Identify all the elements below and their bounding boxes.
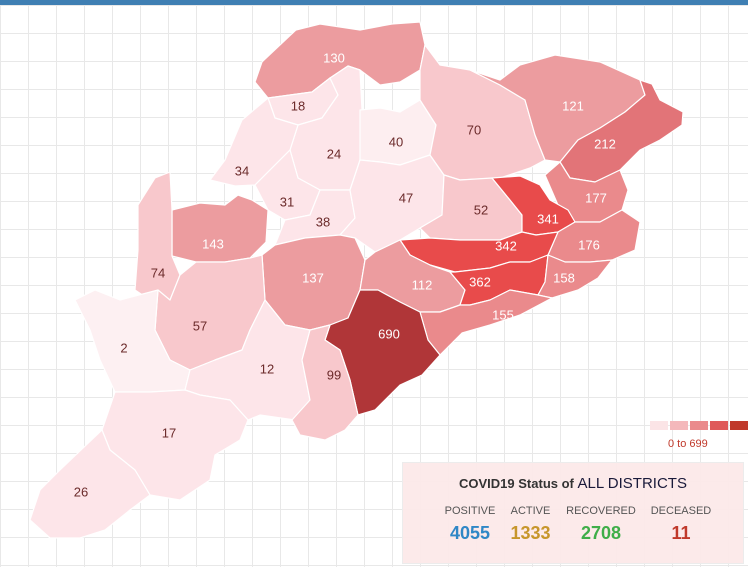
legend-range-label: 0 to 699 xyxy=(668,438,708,450)
district-label-40: 40 xyxy=(389,134,403,149)
district-label-121: 121 xyxy=(562,98,584,113)
district-label-74: 74 xyxy=(151,265,165,280)
district-label-2: 2 xyxy=(120,340,127,355)
district-label-143: 143 xyxy=(202,236,224,251)
district-label-70: 70 xyxy=(467,122,481,137)
district-label-26: 26 xyxy=(74,484,88,499)
legend-swatches xyxy=(650,421,748,430)
district-label-18: 18 xyxy=(291,98,305,113)
district-70[interactable] xyxy=(419,44,546,181)
legend-swatch-1 xyxy=(650,421,668,430)
district-155[interactable] xyxy=(419,289,553,356)
district-label-47: 47 xyxy=(399,190,413,205)
district-143[interactable] xyxy=(171,194,269,263)
stat-deceased: DECEASED 11 xyxy=(646,505,716,544)
district-label-130: 130 xyxy=(323,50,345,65)
district-label-12: 12 xyxy=(260,361,274,376)
district-label-212: 212 xyxy=(594,136,616,151)
stat-positive: POSITIVE 4055 xyxy=(435,505,505,544)
district-label-17: 17 xyxy=(162,425,176,440)
stat-active: ACTIVE 1333 xyxy=(503,505,558,544)
covid-status-panel: COVID19 Status of ALL DISTRICTS POSITIVE… xyxy=(402,462,744,564)
stat-positive-label: POSITIVE xyxy=(444,505,496,517)
district-label-34: 34 xyxy=(235,163,249,178)
district-label-24: 24 xyxy=(327,146,341,161)
color-scale-legend: 0 to 699 xyxy=(650,421,748,450)
district-label-158: 158 xyxy=(553,270,575,285)
district-label-52: 52 xyxy=(474,202,488,217)
district-label-362: 362 xyxy=(469,274,491,289)
district-label-155: 155 xyxy=(492,307,514,322)
legend-swatch-3 xyxy=(690,421,708,430)
stat-active-label: ACTIVE xyxy=(510,505,551,517)
stat-deceased-label: DECEASED xyxy=(650,505,712,517)
legend-swatch-5 xyxy=(730,421,748,430)
panel-title-emphasis: ALL DISTRICTS xyxy=(577,475,687,492)
stat-recovered: RECOVERED 2708 xyxy=(561,505,641,544)
stat-active-value: 1333 xyxy=(510,523,551,543)
district-26[interactable] xyxy=(29,429,151,539)
district-99[interactable] xyxy=(291,324,359,441)
district-label-341: 341 xyxy=(537,211,559,226)
district-label-690: 690 xyxy=(378,326,400,341)
stat-recovered-value: 2708 xyxy=(580,523,622,543)
district-label-177: 177 xyxy=(585,190,607,205)
district-label-31: 31 xyxy=(280,194,294,209)
district-label-176: 176 xyxy=(578,237,600,252)
legend-swatch-4 xyxy=(710,421,728,430)
stat-positive-value: 4055 xyxy=(449,523,491,543)
district-40[interactable] xyxy=(359,99,437,166)
panel-title: COVID19 Status of ALL DISTRICTS xyxy=(403,475,743,492)
panel-title-prefix: COVID19 Status of xyxy=(459,476,574,491)
district-label-57: 57 xyxy=(193,318,207,333)
district-label-137: 137 xyxy=(302,270,324,285)
district-label-99: 99 xyxy=(327,367,341,382)
stat-deceased-value: 11 xyxy=(671,523,691,543)
district-158[interactable] xyxy=(537,254,613,299)
district-label-342: 342 xyxy=(495,238,517,253)
legend-swatch-2 xyxy=(670,421,688,430)
top-accent-bar xyxy=(0,0,748,5)
stat-recovered-label: RECOVERED xyxy=(566,505,636,517)
district-label-112: 112 xyxy=(412,277,433,292)
district-label-38: 38 xyxy=(316,214,330,229)
